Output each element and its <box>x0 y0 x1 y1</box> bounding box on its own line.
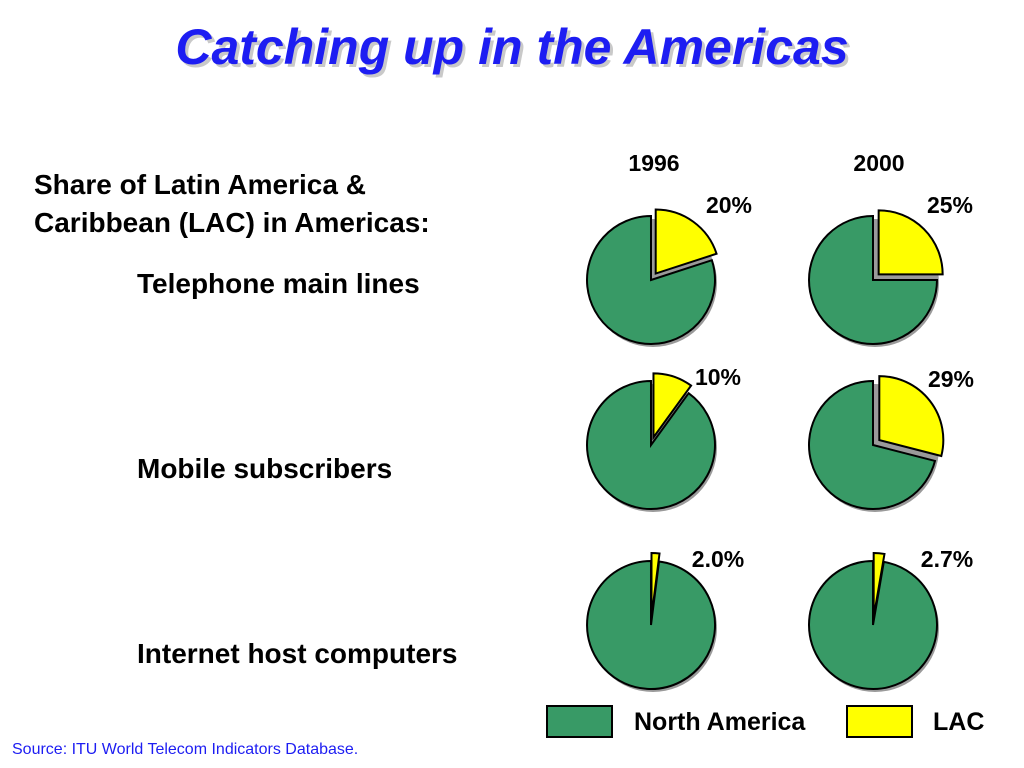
legend-label-lac: LAC <box>933 708 985 736</box>
pie-slice-north-america-2-0 <box>586 559 717 690</box>
pie-slice-north-america-1-0 <box>586 379 716 510</box>
row-label-telephone: Telephone main lines <box>137 268 420 299</box>
legend-swatch-north-america <box>546 705 613 738</box>
pie-label-2-0: 2.0% <box>692 546 744 572</box>
year-label-2000: 2000 <box>853 150 904 176</box>
pie-slice-north-america-2-1 <box>808 559 938 690</box>
pie-slice-lac-0-1 <box>877 209 944 276</box>
pie-label-1-1: 29% <box>928 366 974 392</box>
chart-subtitle: Share of Latin America & Caribbean (LAC)… <box>34 166 430 242</box>
pie-slice-lac-2-0 <box>650 552 661 618</box>
row-label-mobile: Mobile subscribers <box>137 453 393 484</box>
row-label-internet: Internet host computers <box>137 638 458 669</box>
pie-group: 20% 25% 10% 29% 2.0% 2.7% <box>586 192 974 692</box>
pie-slice-lac-1-1 <box>878 375 945 458</box>
pie-label-2-1: 2.7% <box>921 546 973 572</box>
pie-slice-north-america-0-1 <box>808 214 939 345</box>
legend-label-north-america: North America <box>634 708 806 736</box>
subtitle-line-2: Caribbean (LAC) in Americas: <box>34 207 430 238</box>
slide-title: Catching up in the Americas <box>175 19 849 75</box>
pie-slice-north-america-0-0 <box>586 214 717 345</box>
source-note: Source: ITU World Telecom Indicators Dat… <box>12 741 359 758</box>
pie-slice-north-america-1-1 <box>808 379 937 510</box>
pie-slice-lac-2-1 <box>872 552 886 618</box>
pie-slice-lac-1-0 <box>652 372 693 441</box>
subtitle-line-1: Share of Latin America & <box>34 169 366 200</box>
pie-label-0-1: 25% <box>927 192 973 218</box>
pie-label-0-0: 20% <box>706 192 752 218</box>
year-label-1996: 1996 <box>628 150 679 176</box>
pie-slice-lac-0-0 <box>654 208 718 275</box>
legend-swatch-lac <box>846 705 913 738</box>
pie-label-1-0: 10% <box>695 364 741 390</box>
